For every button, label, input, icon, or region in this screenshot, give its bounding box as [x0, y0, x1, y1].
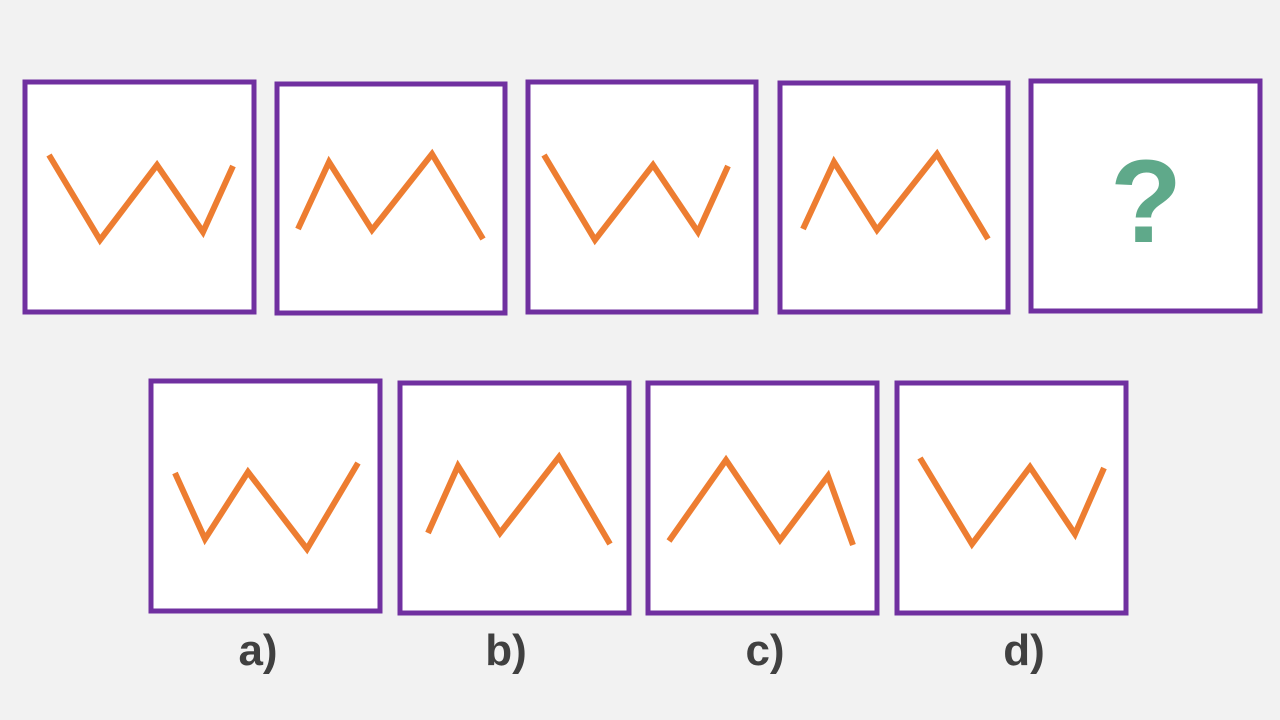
zigzag	[666, 454, 856, 547]
sequence-box	[525, 79, 759, 315]
zigzag	[800, 148, 991, 241]
option-label: b)	[485, 626, 527, 675]
sequence: ?	[22, 78, 1263, 316]
option-label: a)	[238, 626, 277, 675]
missing-box	[1028, 78, 1263, 314]
zigzag	[172, 461, 361, 555]
question-mark: ?	[1110, 136, 1182, 268]
option-box[interactable]	[397, 380, 632, 616]
zigzag	[46, 153, 236, 246]
options: a) b) c) d)	[148, 378, 1129, 675]
zigzag	[295, 148, 486, 241]
zigzag	[425, 451, 613, 546]
zigzag	[917, 456, 1107, 550]
option-box[interactable]	[645, 380, 880, 616]
option-label: d)	[1003, 626, 1045, 675]
zigzag	[541, 153, 731, 246]
sequence-box	[777, 80, 1011, 315]
option-label: c)	[745, 626, 784, 675]
